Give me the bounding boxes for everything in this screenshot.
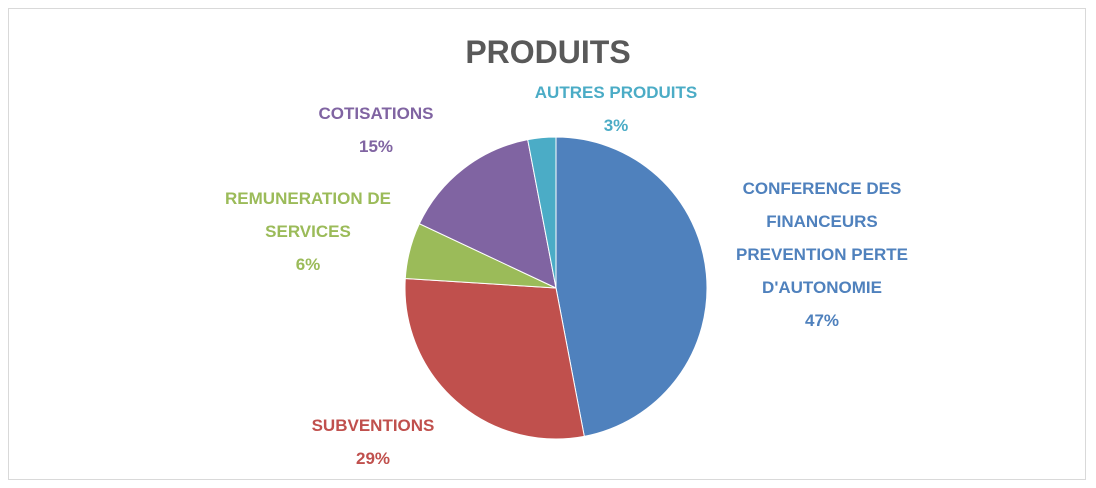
chart-title: PRODUITS: [465, 34, 631, 70]
category-label: SUBVENTIONS: [311, 416, 435, 435]
category-label: AUTRES PRODUITS: [534, 83, 698, 102]
pie-slice: [418, 139, 557, 289]
pie-slice: [555, 136, 708, 437]
category-label: REMUNERATION DE SERVICES: [225, 189, 391, 241]
data-label: SUBVENTIONS 29%: [248, 409, 498, 475]
value-label: 29%: [355, 449, 391, 468]
value-label: 15%: [358, 137, 394, 156]
value-label: 6%: [295, 255, 321, 274]
category-label: COTISATIONS: [318, 104, 434, 123]
category-label: CONFERENCE DES FINANCEURS PREVENTION PER…: [736, 179, 908, 297]
value-label: 47%: [804, 311, 840, 330]
data-label: REMUNERATION DE SERVICES 6%: [223, 182, 393, 281]
data-label: CONFERENCE DES FINANCEURS PREVENTION PER…: [730, 172, 915, 337]
pie-slice: [404, 277, 585, 440]
pie-slice: [527, 136, 557, 289]
chart-frame: [8, 8, 1086, 480]
data-label: AUTRES PRODUITS 3%: [491, 76, 741, 142]
data-label: COTISATIONS 15%: [251, 97, 501, 163]
value-label: 3%: [603, 116, 629, 135]
